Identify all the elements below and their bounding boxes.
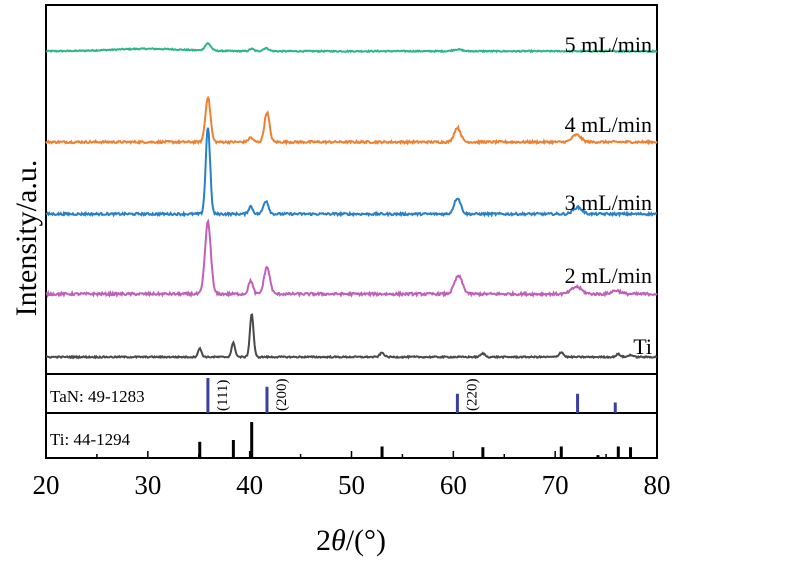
series-line-4 <box>46 313 657 360</box>
y-axis-label: Intensity/a.u. <box>10 160 43 317</box>
hkl-label-0: (111) <box>215 380 231 411</box>
series-layer: 5 mL/min 4 mL/min 3 mL/min 2 mL/min Ti <box>45 32 658 360</box>
x-tick-label-6: 80 <box>644 470 671 500</box>
x-tick-label-3: 50 <box>338 470 365 500</box>
series-label-3: 2 mL/min <box>565 263 652 288</box>
series-label-0: 5 mL/min <box>565 32 652 57</box>
series-line-2 <box>45 127 658 218</box>
x-tick-label-4: 60 <box>440 470 467 500</box>
series-line-1 <box>45 95 658 146</box>
x-axis-label-prefix: 2 <box>316 524 331 557</box>
reference-label-0: TaN: 49-1283 <box>50 387 145 406</box>
series-label-4: Ti <box>633 334 652 359</box>
series-label-2: 3 mL/min <box>565 190 652 215</box>
hkl-label-1: (200) <box>274 379 290 412</box>
hkl-label-2: (220) <box>464 379 480 412</box>
x-axis-label-suffix: /(°) <box>346 524 386 557</box>
reference-layer: TaN: 49-1283 (111) (200) (220) Ti: 44-1294 <box>50 378 633 458</box>
axis-layer: 20 30 40 50 60 70 80 <box>33 451 671 500</box>
series-line-3 <box>45 218 658 299</box>
series-label-1: 4 mL/min <box>565 112 652 137</box>
x-axis-label: 2θ/(°) <box>316 524 386 557</box>
series-line-0 <box>45 42 658 54</box>
x-axis-label-symbol: θ <box>331 524 346 557</box>
x-tick-label-1: 30 <box>134 470 161 500</box>
x-tick-label-0: 20 <box>33 470 60 500</box>
x-tick-label-5: 70 <box>542 470 569 500</box>
x-tick-label-2: 40 <box>236 470 263 500</box>
reference-label-1: Ti: 44-1294 <box>50 430 131 449</box>
